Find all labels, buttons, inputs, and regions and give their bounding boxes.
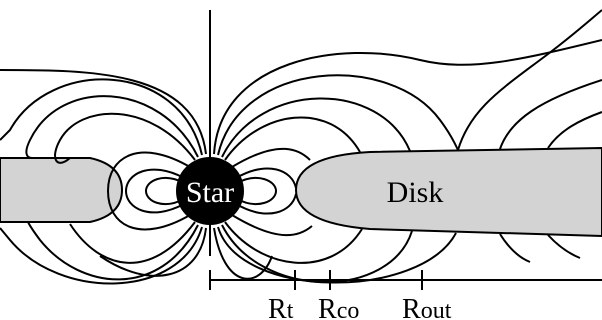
accretion-disk [0, 146, 602, 238]
field-loop-right-3 [217, 74, 459, 156]
field-line-outer-1 [457, 9, 602, 151]
field-loop-right-inner-b [235, 193, 297, 215]
field-loop-left-1 [54, 112, 196, 164]
field-loop-right-small [236, 177, 278, 205]
field-line-outer-3 [547, 111, 602, 149]
field-loop-right-mid-b [231, 214, 313, 237]
radius-scale [209, 270, 602, 290]
field-loop-left-2b [27, 221, 199, 281]
field-loop-left-open-b [99, 227, 207, 277]
label-rout: Rout [402, 294, 452, 320]
disk-left [0, 157, 124, 223]
field-loop-left-3b [0, 226, 203, 285]
field-loop-right-2b [221, 224, 413, 283]
field-loop-right-mid [231, 147, 311, 168]
field-lines [0, 9, 602, 285]
label-rt: Rt [268, 294, 294, 320]
field-loop-left-small [144, 177, 185, 205]
field-loop-right-1 [224, 116, 361, 161]
star-label: Star [186, 176, 234, 209]
star-disk [176, 157, 244, 225]
field-loop-left-1b [69, 221, 196, 264]
disk-right [294, 146, 602, 238]
field-loop-right-1b [224, 221, 363, 264]
field-loop-left-inner [124, 168, 185, 214]
field-loop-left-mid [106, 151, 191, 231]
field-loop-left-open [0, 69, 207, 155]
field-line-outer-2 [499, 79, 602, 150]
field-line-outer-5 [547, 234, 581, 259]
field-loop-right-2 [221, 97, 411, 158]
field-loop-left-3 [0, 78, 203, 156]
field-loop-right-3b [217, 226, 457, 284]
label-rco: Rco [318, 294, 359, 320]
field-loop-right-inner [235, 167, 297, 189]
field-loop-left-2 [25, 95, 199, 159]
field-loop-right-open-b [213, 227, 273, 280]
field-line-outer-4 [499, 233, 531, 263]
star: Star [176, 157, 244, 225]
field-loop-right-open [213, 39, 602, 155]
disk-label: Disk [387, 176, 444, 209]
